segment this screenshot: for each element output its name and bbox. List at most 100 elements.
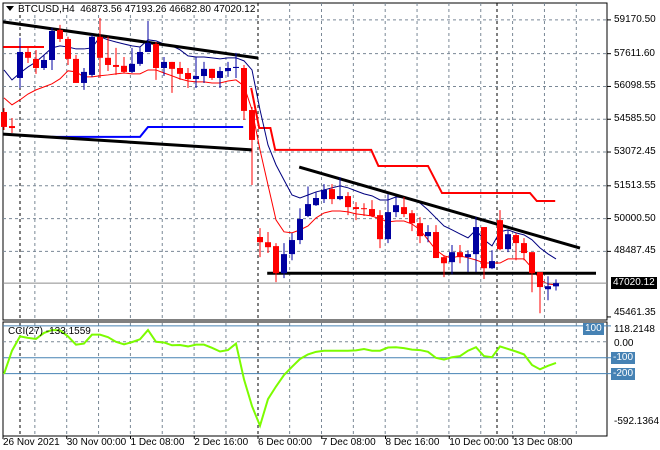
candle-bullish [281,254,287,274]
cci-line [3,328,557,429]
candle-bearish [65,38,71,59]
candle-bearish [1,111,7,127]
candle-bearish [329,189,335,200]
main-pane-frame [2,2,608,321]
candle-bullish [313,198,319,206]
candle-bearish [249,110,255,140]
candle-bearish [497,220,503,250]
candle-bearish [121,65,127,72]
time-axis-label: 2 Dec 16:00 [194,437,249,448]
ohlc-readout: 46873.56 47193.26 46682.80 47020.12 [80,4,256,15]
candle-bearish [417,223,423,237]
candle-bullish [489,261,495,269]
candle-bullish [49,30,55,60]
current-price-label: 47020.12 [611,277,657,290]
candle-bullish [137,51,143,64]
candle-bullish [193,76,199,80]
candle-bearish [361,208,367,210]
candle-bearish [169,61,175,69]
candle-bullish [473,227,479,255]
price-axis-label: 45461.35 [614,307,656,318]
time-axis-label: 8 Dec 16:00 [385,437,440,448]
moving-average-slow [3,69,557,286]
candle-bearish [185,72,191,80]
candle-bullish [217,71,223,78]
candle-bearish [377,215,383,240]
candle-bearish [73,58,79,83]
price-axis-label: 48487.45 [614,245,656,257]
candle-bearish [441,257,447,264]
candle-bearish [265,242,271,248]
cci-title: CCI(27) -133.1559 [8,326,91,337]
cci-axis-min: -592.1364 [614,416,660,427]
candle-bullish [81,71,87,83]
candle-bearish [513,235,519,244]
step-line [52,125,244,138]
trendline [3,132,253,152]
candle-bullish [505,234,511,250]
candle-bearish [345,196,351,208]
step-line [250,87,556,203]
candle-bearish [153,43,159,69]
candle-bullish [465,254,471,258]
candle-bullish [129,63,135,72]
candle-bearish [369,209,375,216]
candle-bearish [57,29,63,39]
candle-bullish [89,36,95,75]
dropdown-triangle-icon[interactable] [6,6,14,11]
candle-bullish [545,286,551,290]
candle-bearish [457,252,463,258]
moving-average-fast [3,36,557,260]
candle-bearish [273,246,279,274]
candle-bearish [241,68,247,111]
candle-bearish [97,36,103,58]
candle-bullish [385,212,391,240]
candle-bullish [17,51,23,78]
candle-bullish [449,252,455,263]
candle-bearish [481,227,487,269]
chart-title: BTCUSD,H4 46873.56 47193.26 46682.80 470… [6,4,256,15]
candle-bearish [537,272,543,288]
candle-bearish [529,252,535,274]
candle-bearish [105,57,111,65]
price-axis-label: 50000.50 [614,212,656,224]
candle-bearish [209,68,215,78]
candle-bearish [353,207,359,210]
candle-bearish [33,58,39,69]
candle-bullish [553,283,559,287]
price-axis-label: 51513.55 [614,179,656,191]
symbol-label: BTCUSD,H4 [18,4,75,15]
candle-bearish [257,237,263,243]
price-axis-label: 59170.50 [614,13,656,25]
candle-bearish [409,213,415,224]
time-axis-label: 13 Dec 08:00 [513,437,573,448]
time-axis-label: 10 Dec 00:00 [449,437,509,448]
candle-bearish [433,232,439,259]
price-axis-label: 56098.55 [614,80,656,92]
candle-bullish [289,240,295,255]
price-axis-label: 54585.50 [614,113,656,125]
candle-bearish [113,64,119,67]
candle-bearish [25,51,31,58]
candle-bullish [305,204,311,216]
cci-level-label: 100 [583,323,604,335]
candle-bullish [337,196,343,200]
candle-bullish [297,219,303,241]
time-axis-label: 26 Nov 2021 [3,437,60,448]
candle-bullish [145,42,151,52]
cci-axis-max: 118.2148 [614,324,655,335]
candle-bullish [225,68,231,72]
time-axis-label: 1 Dec 08:00 [130,437,185,448]
candle-bullish [201,68,207,77]
candle-bearish [401,207,407,215]
cci-level-label: -200 [611,367,636,380]
candle-bullish [321,189,327,200]
time-axis-label: 30 Nov 00:00 [66,437,127,448]
cci-level-label: -100 [611,351,636,364]
price-axis-label: 57611.60 [614,47,655,59]
cci-pane-frame [2,321,608,437]
cci-axis-zero: 0.00 [614,337,634,349]
candle-bullish [233,66,239,69]
trendline [2,20,259,60]
